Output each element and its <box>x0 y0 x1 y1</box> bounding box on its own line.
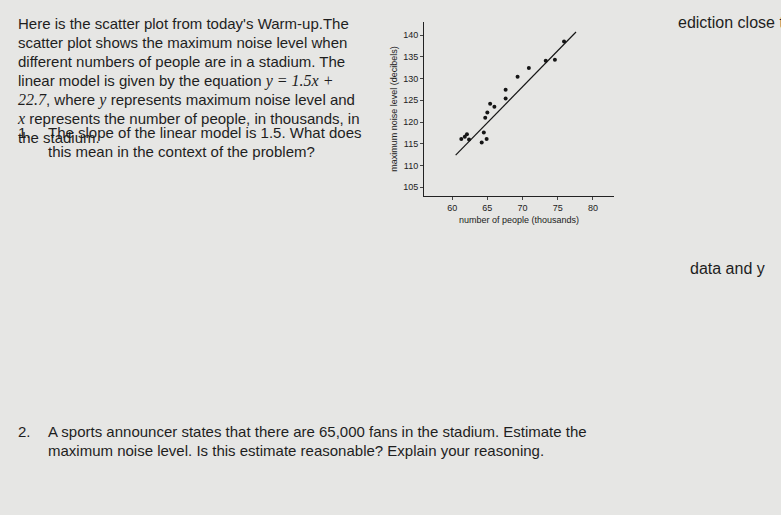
svg-text:105: 105 <box>403 182 418 192</box>
svg-text:60: 60 <box>447 203 457 213</box>
svg-text:115: 115 <box>404 139 418 149</box>
svg-text:135: 135 <box>403 52 418 62</box>
html-text:The slope of the linear model: The slope of the linear model is 1.5. Wh… <box>48 124 362 160</box>
svg-text:125: 125 <box>403 95 418 105</box>
svg-text:number of people (thousands): number of people (thousands) <box>459 215 579 225</box>
html-text:1.: 1. <box>18 124 31 141</box>
svg-text:maximum noise level (decibels): maximum noise level (decibels) <box>389 46 399 172</box>
svg-text:110: 110 <box>404 161 418 171</box>
svg-text:140: 140 <box>403 30 418 40</box>
html-text:A sports announcer states that: A sports announcer states that there are… <box>48 423 587 459</box>
svg-text:120: 120 <box>403 117 418 127</box>
svg-text:65: 65 <box>482 203 492 213</box>
svg-text:80: 80 <box>588 203 598 213</box>
html-text:data and y: data and y <box>690 260 765 277</box>
svg-text:70: 70 <box>518 203 528 213</box>
html-text:x represents the number of peo: x represents the number of people, in th… <box>18 110 360 146</box>
svg-text:75: 75 <box>553 203 563 213</box>
html-text:2.: 2. <box>18 423 31 440</box>
html-text:Here is the scatter plot from: Here is the scatter plot from today's Wa… <box>18 15 355 108</box>
svg-text:130: 130 <box>403 74 418 84</box>
